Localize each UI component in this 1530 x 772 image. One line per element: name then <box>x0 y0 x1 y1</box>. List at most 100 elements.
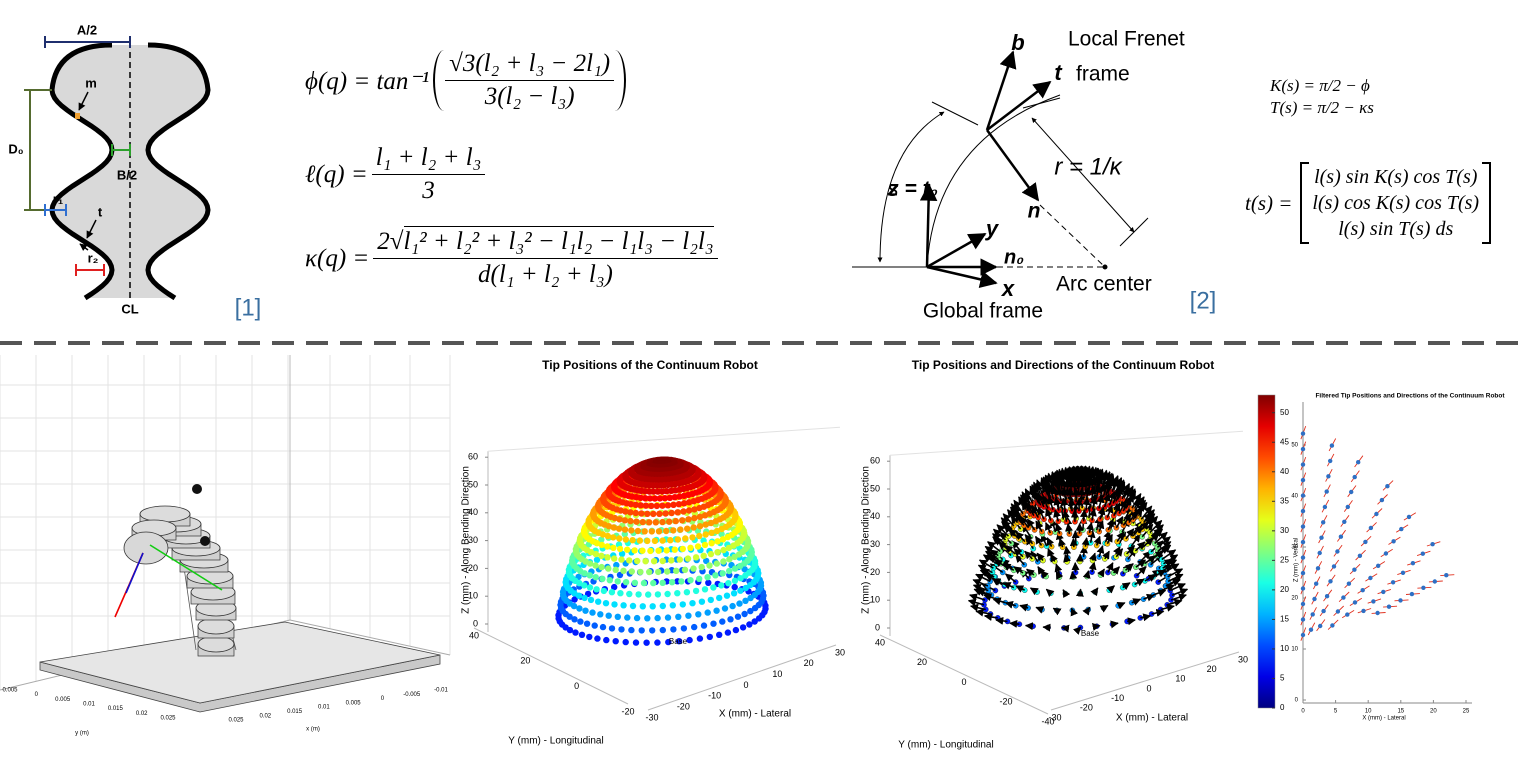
robot-disc <box>197 635 235 653</box>
direction-arrow <box>1102 492 1111 508</box>
direction-arrow <box>1004 600 1017 609</box>
axis-label: x (m) <box>306 727 320 733</box>
scatter-dot <box>746 621 753 628</box>
diagram-label: Global frame <box>923 300 1043 323</box>
tick-label: 0.02 <box>136 711 148 717</box>
tick-label: 35 <box>1280 496 1289 505</box>
tick-label: -40 <box>1041 716 1054 726</box>
tick-label: -30 <box>645 712 658 722</box>
scatter-dot <box>1300 524 1306 529</box>
direction-arrow <box>1031 504 1040 518</box>
axis-label: X (mm) - Lateral <box>719 709 791 720</box>
scatter-dot <box>696 523 704 530</box>
tick-label: -20 <box>999 697 1012 707</box>
scatter-dot <box>645 591 652 598</box>
scatter-dot <box>1324 489 1329 494</box>
scatter-dot <box>593 586 600 593</box>
line <box>985 129 1040 202</box>
direction-arrow <box>1015 554 1025 566</box>
direction-arrow <box>1054 522 1063 534</box>
scatter-dot <box>1383 551 1389 556</box>
line <box>79 243 89 252</box>
tick-label: -10 <box>708 691 721 701</box>
scatter-dot <box>731 577 739 584</box>
tick-label: 40 <box>468 507 478 517</box>
tick-label: 0 <box>1146 683 1151 693</box>
scatter-dot <box>690 524 697 531</box>
scatter-dot <box>634 557 641 565</box>
scatter-dot <box>663 527 670 535</box>
scatter-dot <box>671 546 678 553</box>
scatter-dot <box>608 625 616 632</box>
scatter-dot <box>1317 550 1322 556</box>
scatter-dot <box>576 580 583 587</box>
diagram-label: b <box>1011 30 1024 55</box>
scatter-dot <box>1338 534 1344 539</box>
direction-arrow <box>1082 606 1091 616</box>
scatter-dot <box>633 614 641 622</box>
scatter-dot <box>731 583 738 591</box>
scatter-dot <box>719 536 727 543</box>
tick-label: 40 <box>875 637 885 647</box>
scatter-dot <box>670 501 677 508</box>
scatter-dot <box>1368 525 1374 531</box>
scatter-dot <box>612 566 619 573</box>
marker <box>192 484 202 494</box>
tip-directions-plot: Tip Positions and Directions of the Cont… <box>861 358 1290 750</box>
scatter-dot <box>726 567 733 575</box>
scatter-dot <box>599 575 606 582</box>
tick-label: 10 <box>870 595 880 605</box>
direction-arrow <box>1035 520 1044 532</box>
fraction: l₁ + l₂ + l₃ 3 <box>371 144 486 205</box>
scatter-dot <box>639 603 646 610</box>
scatter-dot <box>620 602 627 609</box>
scatter-dot <box>1352 600 1358 605</box>
tick-label: -10 <box>1111 693 1124 703</box>
scatter-dot <box>592 562 599 569</box>
reference: [1] <box>235 294 262 321</box>
scatter-dot <box>608 589 616 596</box>
scatter-dot <box>581 594 588 602</box>
scatter-dot <box>577 618 584 625</box>
direction-arrow <box>1121 582 1131 591</box>
annotation: Base <box>1081 629 1100 638</box>
scatter-dot <box>586 633 593 641</box>
scatter-dot <box>672 517 679 525</box>
denominator: 3(l₂ − l₃) <box>484 83 575 110</box>
direction-arrow <box>1087 529 1096 543</box>
scatter-dot <box>689 600 696 607</box>
scatter-dot <box>1310 612 1315 617</box>
scatter-dot <box>707 519 715 527</box>
scatter-dot <box>670 527 677 534</box>
equation-tangent: t(s) = l(s) sin K(s) cos T(s) l(s) cos K… <box>1245 162 1492 244</box>
direction-arrow <box>969 593 986 602</box>
scatter-dot <box>687 544 694 551</box>
line <box>1119 217 1149 247</box>
scatter-dot <box>582 607 589 614</box>
tick-label: -20 <box>1080 703 1093 713</box>
scatter-dot <box>666 518 673 525</box>
tick-label: 25 <box>1463 709 1470 715</box>
direction-arrow <box>1047 496 1055 510</box>
tick-label: 0.005 <box>2 688 18 694</box>
scatter-dot <box>742 584 749 592</box>
direction-arrow <box>1116 531 1125 543</box>
tick-label: 40 <box>1291 494 1298 500</box>
scatter-dot <box>723 592 731 599</box>
scatter-dot <box>628 527 635 534</box>
direction-arrow <box>1130 533 1141 547</box>
tick-label: -0.01 <box>434 688 448 694</box>
diagram-label: n <box>1028 200 1041 223</box>
direction-arrow <box>1024 622 1034 631</box>
scatter-dot <box>570 602 578 610</box>
scatter-dot <box>635 591 642 598</box>
scatter-dot <box>1421 585 1426 590</box>
bellows-wall <box>49 42 115 301</box>
direction-arrow <box>1050 553 1058 563</box>
direction-arrow <box>972 578 989 587</box>
scatter-dot <box>666 494 674 501</box>
scatter-dot <box>638 510 645 517</box>
scatter-dot <box>718 530 725 538</box>
tick-label: 25 <box>1280 555 1289 564</box>
tick-label: 10 <box>1365 709 1372 715</box>
